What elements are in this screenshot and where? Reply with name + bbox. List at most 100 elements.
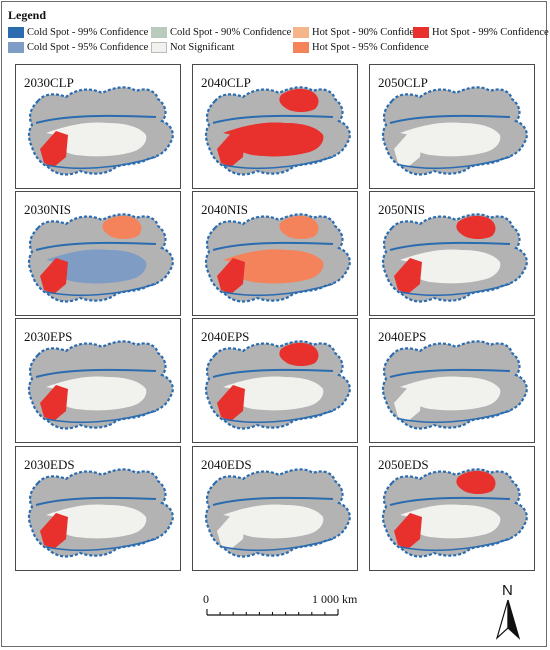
cold-spot-south xyxy=(45,538,157,552)
cold-spot-south xyxy=(222,283,334,297)
cold-spot-rim xyxy=(381,340,528,430)
map-graphic xyxy=(27,340,174,430)
north-patch xyxy=(456,470,496,494)
north-patch xyxy=(102,470,142,494)
map-graphic xyxy=(27,86,174,176)
map-panel: 2030EPS xyxy=(15,318,181,443)
southwest-patch xyxy=(394,258,422,294)
southwest-patch xyxy=(40,385,68,421)
panel-label: 2040EDS xyxy=(201,457,252,472)
legend-label: Cold Spot - 95% Confidence xyxy=(27,42,149,53)
southwest-patch xyxy=(217,513,245,549)
southwest-patch xyxy=(40,513,68,549)
north-patch xyxy=(279,470,319,494)
panel-label: 2030NIS xyxy=(24,202,71,217)
map-graphic xyxy=(204,468,351,558)
map-panel: 2040EDS xyxy=(192,446,358,571)
southwest-patch xyxy=(40,131,68,167)
region-fill xyxy=(46,376,147,411)
north-patch xyxy=(456,342,496,366)
legend-label: Hot Spot - 90% Confidence xyxy=(312,27,429,38)
cold-spot-rim xyxy=(27,340,174,430)
map-graphic xyxy=(381,213,528,303)
north-patch xyxy=(102,342,142,366)
cold-spot-rim xyxy=(204,213,351,303)
map-panel: 2030EDS xyxy=(15,446,181,571)
cold-spot-south xyxy=(399,410,511,424)
map-panel: 2030NIS xyxy=(15,191,181,316)
southwest-patch xyxy=(217,258,245,294)
legend-swatch xyxy=(413,27,429,38)
map-graphic xyxy=(381,86,528,176)
north-patch xyxy=(102,88,142,112)
cold-spot-ridge xyxy=(389,241,511,251)
legend-label: Hot Spot - 99% Confidence xyxy=(432,27,549,38)
cold-spot-ridge xyxy=(212,496,334,506)
region-fill xyxy=(46,504,147,539)
cold-spot-south xyxy=(45,283,157,297)
map-panel: 2050CLP xyxy=(369,64,535,189)
cold-spot-south xyxy=(222,156,334,170)
southwest-patch xyxy=(40,258,68,294)
cold-spot-south xyxy=(45,410,157,424)
north-patch xyxy=(456,215,496,239)
map-graphic xyxy=(381,340,528,430)
cold-spot-ridge xyxy=(389,368,511,378)
cold-spot-ridge xyxy=(212,114,334,124)
north-patch xyxy=(102,215,142,239)
cold-spot-ridge xyxy=(389,496,511,506)
panel-label: 2030EPS xyxy=(24,329,73,344)
cold-spot-rim xyxy=(204,468,351,558)
southwest-patch xyxy=(217,385,245,421)
north-patch xyxy=(279,88,319,112)
legend-label: Cold Spot - 99% Confidence xyxy=(27,27,149,38)
southwest-patch xyxy=(217,131,245,167)
panel-label: 2040CLP xyxy=(201,75,251,90)
map-graphic xyxy=(27,468,174,558)
scale-bar-graphic xyxy=(206,609,339,616)
region-fill xyxy=(46,122,147,157)
cold-spot-south xyxy=(45,156,157,170)
cold-spot-rim xyxy=(204,340,351,430)
legend-title: Legend xyxy=(8,8,47,22)
cold-spot-ridge xyxy=(35,496,157,506)
cold-spot-rim xyxy=(381,468,528,558)
cold-spot-south xyxy=(222,410,334,424)
cold-spot-ridge xyxy=(35,114,157,124)
north-label: N xyxy=(502,582,513,599)
basin-fill xyxy=(232,249,324,284)
legend-label: Cold Spot - 90% Confidence xyxy=(170,27,292,38)
north-patch xyxy=(456,88,496,112)
cold-spot-rim xyxy=(27,213,174,303)
legend-swatch xyxy=(151,27,167,38)
basin-fill xyxy=(232,122,324,157)
cold-spot-south xyxy=(399,283,511,297)
region-fill xyxy=(400,122,501,157)
region-fill xyxy=(400,376,501,411)
map-graphic xyxy=(381,468,528,558)
legend-swatch xyxy=(293,42,309,53)
cold-spot-rim xyxy=(204,86,351,176)
panel-label: 2050EDS xyxy=(378,457,429,472)
cold-spot-south xyxy=(222,538,334,552)
map-panel: 2040EPS xyxy=(369,318,535,443)
cold-spot-ridge xyxy=(389,114,511,124)
map-panel: 2040NIS xyxy=(192,191,358,316)
legend-swatch xyxy=(8,42,24,53)
north-arrow-icon xyxy=(495,599,521,640)
cold-spot-rim xyxy=(381,86,528,176)
map-graphic xyxy=(27,213,174,303)
map-panel: 2040CLP xyxy=(192,64,358,189)
panel-label: 2050NIS xyxy=(378,202,425,217)
region-fill xyxy=(223,376,324,411)
scale-start-label: 0 xyxy=(203,592,209,606)
panel-label: 2030CLP xyxy=(24,75,74,90)
map-graphic xyxy=(204,86,351,176)
cold-spot-rim xyxy=(381,213,528,303)
map-panel: 2040EPS xyxy=(192,318,358,443)
panel-label: 2040EPS xyxy=(201,329,250,344)
map-panel: 2050NIS xyxy=(369,191,535,316)
legend-swatch xyxy=(293,27,309,38)
cold-spot-rim xyxy=(27,86,174,176)
map-panel: 2050EDS xyxy=(369,446,535,571)
